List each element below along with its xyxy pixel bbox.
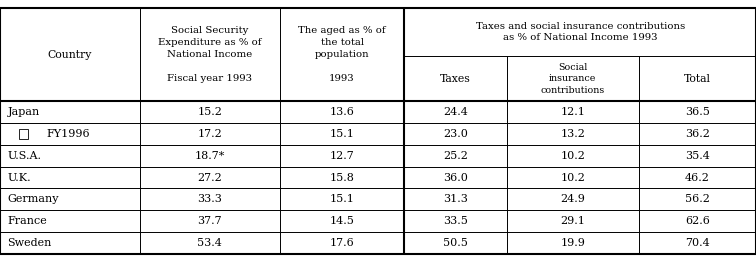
Text: 10.2: 10.2	[560, 151, 585, 161]
Text: 56.2: 56.2	[685, 194, 710, 204]
Text: 53.4: 53.4	[197, 238, 222, 248]
Bar	[19, 129, 28, 139]
Text: 35.4: 35.4	[685, 151, 710, 161]
Text: Germany: Germany	[8, 194, 59, 204]
Text: 46.2: 46.2	[685, 172, 710, 183]
Text: Total: Total	[684, 74, 711, 84]
Text: 18.7*: 18.7*	[194, 151, 225, 161]
Text: Taxes: Taxes	[440, 74, 471, 84]
Text: 33.3: 33.3	[197, 194, 222, 204]
Text: 24.9: 24.9	[560, 194, 585, 204]
Text: 37.7: 37.7	[197, 216, 222, 226]
Text: 27.2: 27.2	[197, 172, 222, 183]
Text: 29.1: 29.1	[560, 216, 585, 226]
Text: 25.2: 25.2	[443, 151, 468, 161]
Text: 33.5: 33.5	[443, 216, 468, 226]
Text: Taxes and social insurance contributions
as % of National Income 1993: Taxes and social insurance contributions…	[476, 22, 685, 42]
Text: Japan: Japan	[8, 107, 40, 117]
Text: 31.3: 31.3	[443, 194, 468, 204]
Text: 10.2: 10.2	[560, 172, 585, 183]
Text: 50.5: 50.5	[443, 238, 468, 248]
Text: 14.5: 14.5	[330, 216, 355, 226]
Text: 23.0: 23.0	[443, 129, 468, 139]
Text: 15.8: 15.8	[330, 172, 355, 183]
Text: 19.9: 19.9	[560, 238, 585, 248]
Text: Social
insurance
contributions: Social insurance contributions	[541, 62, 605, 95]
Text: 36.0: 36.0	[443, 172, 468, 183]
Text: 36.5: 36.5	[685, 107, 710, 117]
Text: 15.1: 15.1	[330, 129, 355, 139]
Text: 15.2: 15.2	[197, 107, 222, 117]
Text: 15.1: 15.1	[330, 194, 355, 204]
Text: Social Security
Expenditure as % of
National Income

Fiscal year 1993: Social Security Expenditure as % of Nati…	[158, 26, 262, 83]
Text: 17.2: 17.2	[197, 129, 222, 139]
Text: 17.6: 17.6	[330, 238, 355, 248]
Text: 36.2: 36.2	[685, 129, 710, 139]
Text: 12.1: 12.1	[560, 107, 585, 117]
Text: 70.4: 70.4	[685, 238, 710, 248]
Text: U.S.A.: U.S.A.	[8, 151, 42, 161]
Text: Country: Country	[48, 49, 92, 60]
Text: FY1996: FY1996	[47, 129, 91, 139]
Text: The aged as % of
the total
population

1993: The aged as % of the total population 19…	[299, 26, 386, 83]
Text: 13.6: 13.6	[330, 107, 355, 117]
Text: 12.7: 12.7	[330, 151, 355, 161]
Text: 24.4: 24.4	[443, 107, 468, 117]
Text: 13.2: 13.2	[560, 129, 585, 139]
Text: Sweden: Sweden	[8, 238, 52, 248]
Text: U.K.: U.K.	[8, 172, 31, 183]
Text: 62.6: 62.6	[685, 216, 710, 226]
Text: France: France	[8, 216, 48, 226]
